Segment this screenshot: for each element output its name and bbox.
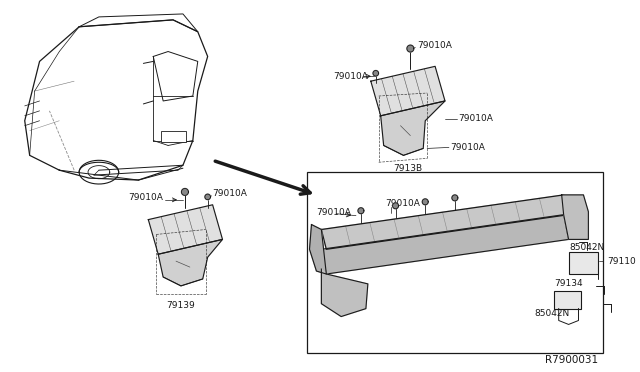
Text: 79010A: 79010A [450, 143, 485, 152]
Polygon shape [407, 45, 414, 52]
Polygon shape [381, 101, 445, 155]
Polygon shape [562, 195, 588, 240]
Polygon shape [182, 189, 188, 195]
Polygon shape [371, 66, 445, 116]
Text: 7913B: 7913B [394, 164, 422, 173]
Text: 79010A: 79010A [129, 193, 163, 202]
Bar [161, 131, 186, 142]
Text: 85042N: 85042N [534, 309, 569, 318]
Polygon shape [205, 194, 211, 200]
Text: 79134: 79134 [554, 279, 582, 288]
Text: 79010A: 79010A [333, 72, 368, 81]
Polygon shape [321, 195, 568, 249]
Bar [568, 252, 598, 274]
Polygon shape [422, 199, 428, 205]
Polygon shape [321, 215, 568, 274]
Text: 85042N: 85042N [570, 243, 605, 252]
Bar [307, 172, 604, 353]
Polygon shape [452, 195, 458, 201]
Polygon shape [392, 203, 399, 209]
Text: 79110: 79110 [607, 257, 636, 266]
Polygon shape [148, 205, 223, 254]
Text: 79010A: 79010A [417, 41, 452, 50]
Polygon shape [358, 208, 364, 214]
Polygon shape [321, 269, 368, 317]
Text: 79010A: 79010A [212, 189, 248, 198]
Polygon shape [373, 71, 378, 76]
Text: 79139: 79139 [166, 301, 195, 310]
Polygon shape [310, 225, 326, 274]
Text: 79010A: 79010A [386, 199, 420, 208]
Text: 79010A: 79010A [316, 208, 351, 217]
Text: 79010A: 79010A [458, 114, 493, 123]
Text: R7900031: R7900031 [545, 355, 598, 365]
Bar [554, 291, 582, 309]
Polygon shape [158, 240, 223, 286]
